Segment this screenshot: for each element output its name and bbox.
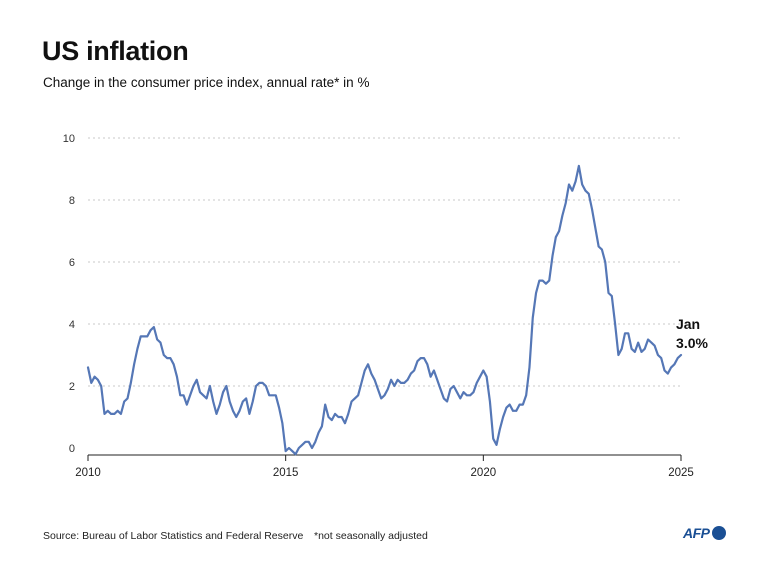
y-tick-label: 2 bbox=[69, 381, 75, 393]
source-note: Source: Bureau of Labor Statistics and F… bbox=[43, 530, 304, 542]
annotation-layer: Jan 3.0% bbox=[676, 316, 709, 351]
y-tick-label: 4 bbox=[69, 319, 75, 331]
y-tick-label: 10 bbox=[63, 133, 75, 145]
line-chart: 0 2 4 6 8 10 2010 2015 2020 2025 Jan 3.0% bbox=[63, 133, 709, 479]
series-layer bbox=[86, 164, 683, 456]
footnote: *not seasonally adjusted bbox=[314, 530, 428, 542]
y-tick-label: 6 bbox=[69, 257, 75, 269]
annotation-value-label: 3.0% bbox=[676, 335, 708, 351]
chart-title: US inflation bbox=[42, 36, 189, 66]
x-tick-label: 2010 bbox=[75, 467, 101, 479]
x-tick-label: 2025 bbox=[668, 467, 694, 479]
x-tick-label: 2020 bbox=[471, 467, 497, 479]
axes: 0 2 4 6 8 10 2010 2015 2020 2025 bbox=[63, 133, 694, 479]
x-tick-label: 2015 bbox=[273, 467, 299, 479]
gridlines bbox=[88, 137, 681, 387]
series-line-cpi bbox=[86, 164, 683, 456]
afp-logo: AFP bbox=[683, 525, 726, 541]
chart-subtitle: Change in the consumer price index, annu… bbox=[43, 75, 370, 90]
y-tick-label: 0 bbox=[69, 443, 75, 455]
y-tick-label: 8 bbox=[69, 195, 75, 207]
afp-logo-text: AFP bbox=[683, 525, 710, 541]
annotation-month-label: Jan bbox=[676, 316, 700, 332]
afp-logo-dot-icon bbox=[711, 526, 726, 540]
